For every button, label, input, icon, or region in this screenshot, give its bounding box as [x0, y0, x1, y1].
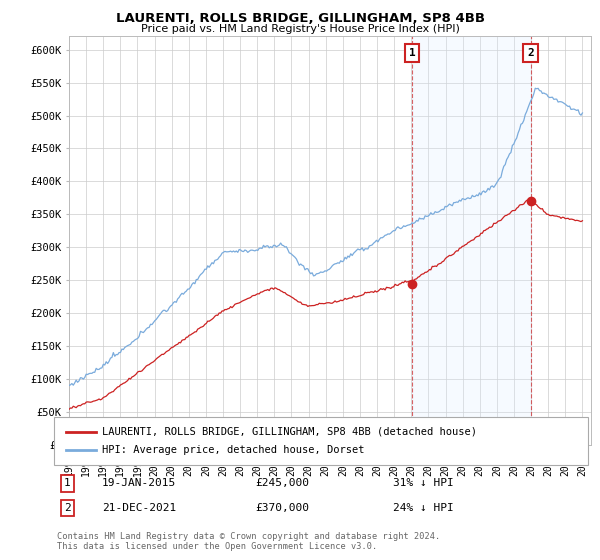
- Bar: [412, 36, 530, 445]
- Text: £245,000: £245,000: [255, 478, 309, 488]
- Text: 1: 1: [64, 478, 71, 488]
- Text: 2: 2: [64, 503, 71, 513]
- Text: 2: 2: [527, 48, 534, 58]
- Text: LAURENTI, ROLLS BRIDGE, GILLINGHAM, SP8 4BB: LAURENTI, ROLLS BRIDGE, GILLINGHAM, SP8 …: [115, 12, 485, 25]
- Text: 1: 1: [409, 48, 416, 58]
- Text: Contains HM Land Registry data © Crown copyright and database right 2024.
This d: Contains HM Land Registry data © Crown c…: [57, 532, 440, 552]
- Text: HPI: Average price, detached house, Dorset: HPI: Average price, detached house, Dors…: [102, 445, 365, 455]
- Text: Price paid vs. HM Land Registry's House Price Index (HPI): Price paid vs. HM Land Registry's House …: [140, 24, 460, 34]
- Text: 19-JAN-2015: 19-JAN-2015: [102, 478, 176, 488]
- Text: 21-DEC-2021: 21-DEC-2021: [102, 503, 176, 513]
- Text: 24% ↓ HPI: 24% ↓ HPI: [393, 503, 454, 513]
- Text: 31% ↓ HPI: 31% ↓ HPI: [393, 478, 454, 488]
- Text: LAURENTI, ROLLS BRIDGE, GILLINGHAM, SP8 4BB (detached house): LAURENTI, ROLLS BRIDGE, GILLINGHAM, SP8 …: [102, 427, 477, 437]
- Text: £370,000: £370,000: [255, 503, 309, 513]
